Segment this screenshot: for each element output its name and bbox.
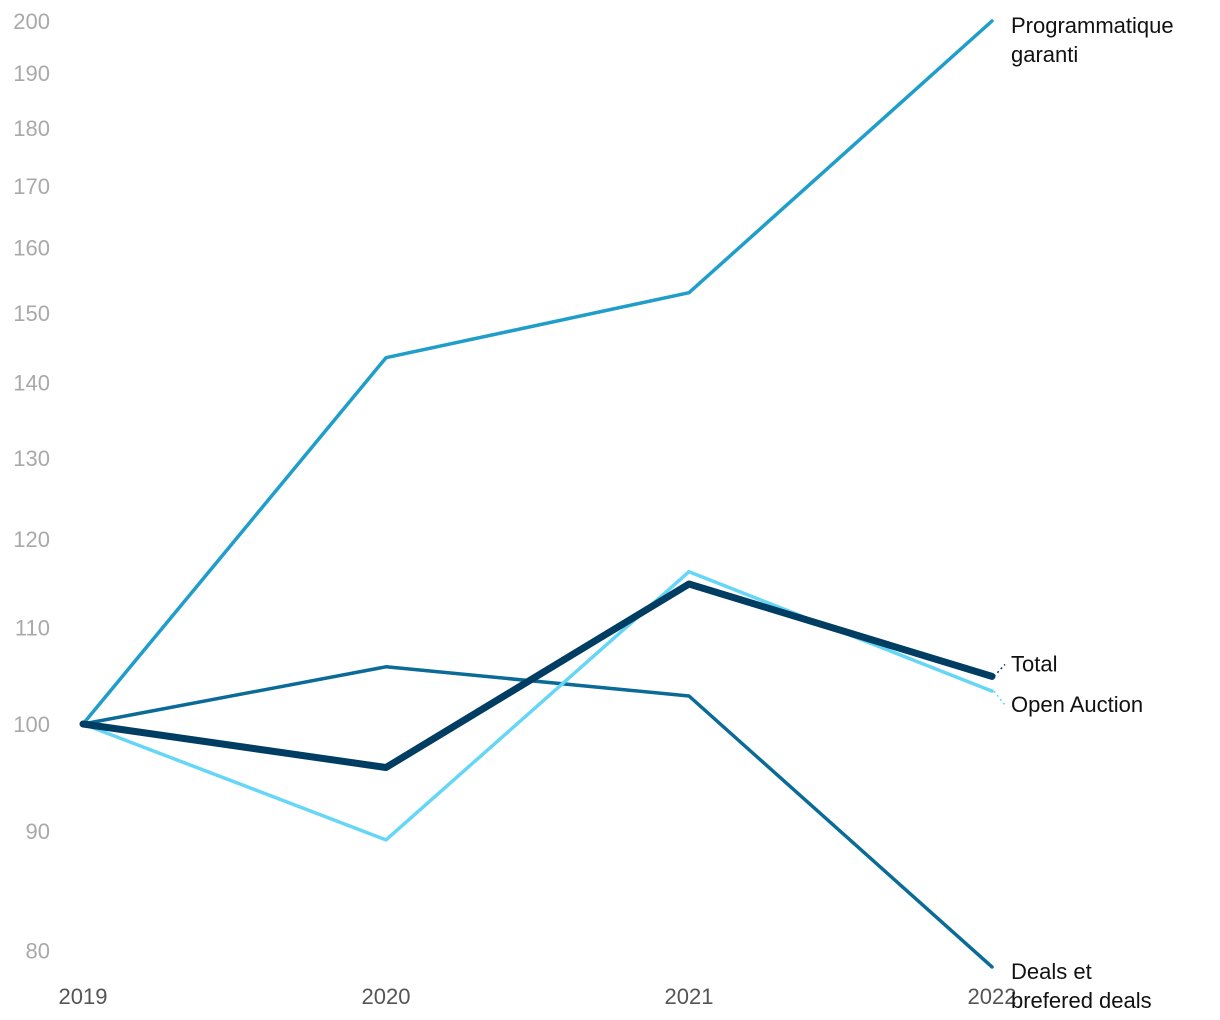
series-line-programmatique: [81, 19, 994, 726]
x-tick-label-2021: 2021: [665, 984, 714, 1009]
series-label-open_auction: Open Auction: [1011, 692, 1143, 717]
y-tick-label-190: 190: [13, 61, 50, 86]
x-axis-ticks: 2019 2020 2021 2022: [59, 984, 1017, 1009]
y-tick-label-180: 180: [13, 116, 50, 141]
y-tick-label-160: 160: [13, 235, 50, 260]
x-tick-label-2019: 2019: [59, 984, 108, 1009]
series-label-deals: Deals et brefered deals: [1011, 959, 1152, 1013]
y-tick-label-80: 80: [26, 938, 50, 963]
y-tick-label-150: 150: [13, 301, 50, 326]
y-axis-ticks: 80 90 100 110 120 130 140 150 160 170 180 190 200: [13, 9, 50, 963]
label-leader-open_auction: [993, 690, 1006, 706]
series-lines: [79, 19, 996, 969]
series-label-programmatique: Programmatique garanti: [1011, 13, 1174, 67]
x-tick-label-2020: 2020: [362, 984, 411, 1009]
series-label-total: Total: [1011, 651, 1057, 676]
y-tick-label-140: 140: [13, 371, 50, 396]
y-tick-label-170: 170: [13, 174, 50, 199]
series-labels: Programmatique garanti Deals et brefered de…: [993, 13, 1174, 1013]
y-tick-label-90: 90: [26, 819, 50, 844]
y-tick-label-110: 110: [15, 615, 50, 640]
y-tick-label-200: 200: [13, 9, 50, 34]
y-tick-label-100: 100: [13, 712, 50, 737]
label-leader-total: [993, 663, 1006, 677]
series-line-open_auction: [81, 569, 994, 842]
series-line-deals: [81, 665, 994, 969]
y-tick-label-130: 130: [13, 446, 50, 471]
series-line-total: [79, 580, 996, 771]
y-tick-label-120: 120: [13, 527, 50, 552]
x-tick-label-2022: 2022: [968, 984, 1017, 1009]
